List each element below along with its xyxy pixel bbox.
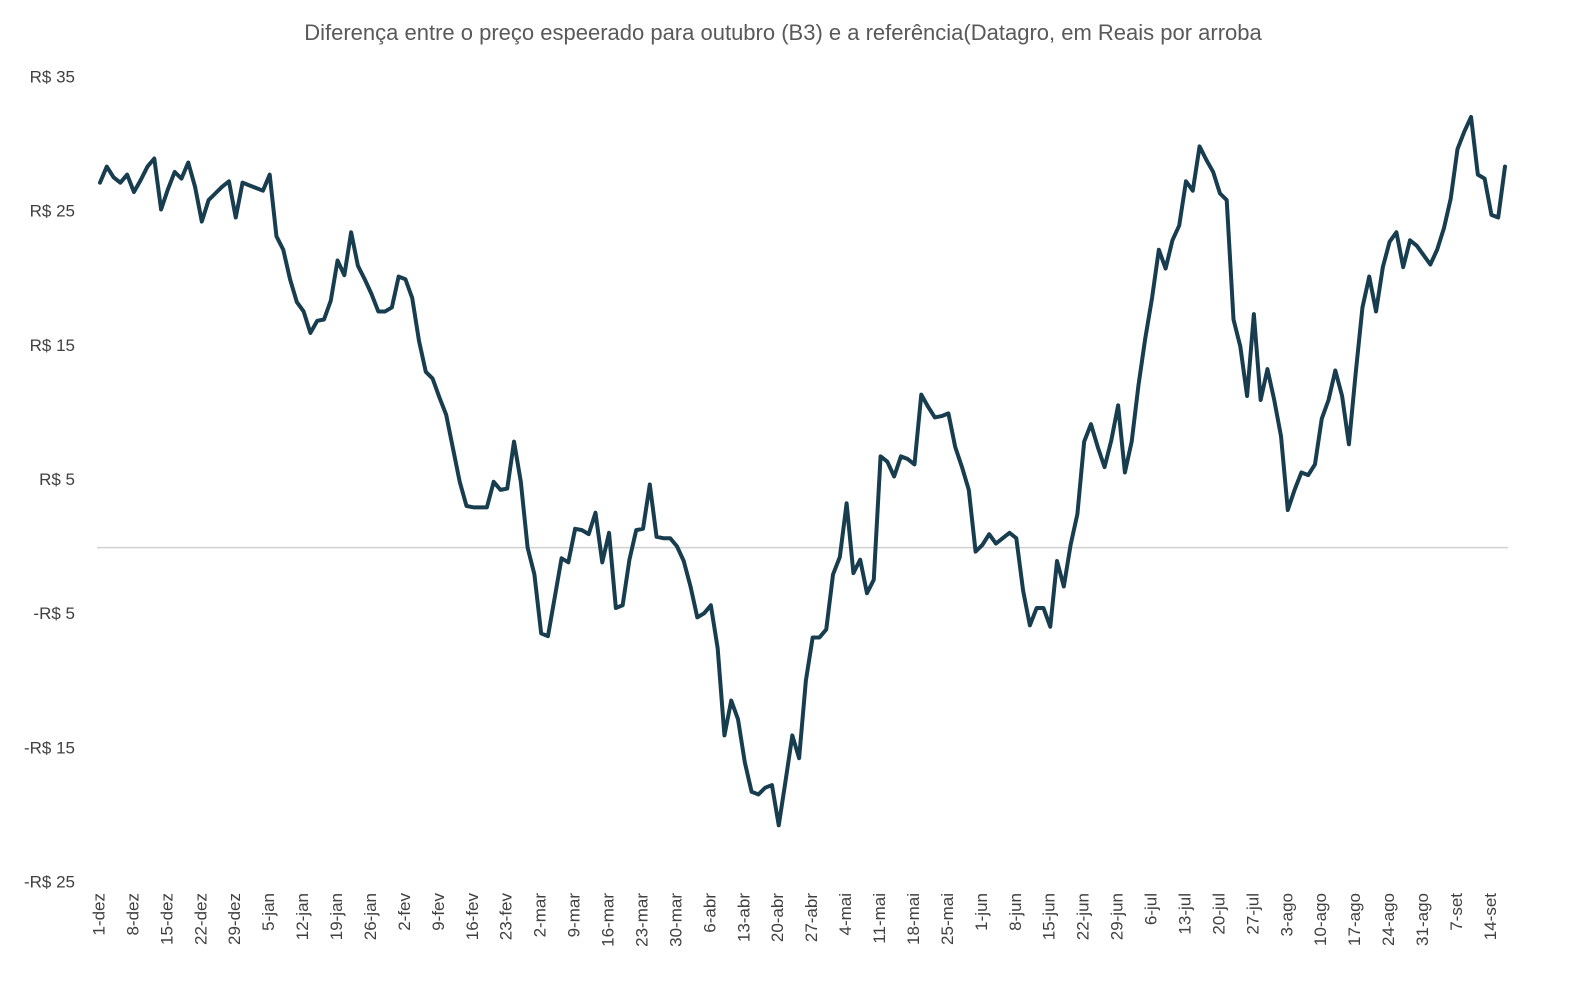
x-tick-label: 2-fev xyxy=(395,893,414,931)
x-tick-label: 30-mar xyxy=(666,893,685,947)
y-tick-label: -R$ 15 xyxy=(24,738,75,757)
x-tick-label: 25-mai xyxy=(938,893,957,945)
x-tick-label: 27-abr xyxy=(802,893,821,942)
x-tick-label: 14-set xyxy=(1481,893,1500,941)
x-tick-label: 18-mai xyxy=(904,893,923,945)
x-tick-label: 11-mai xyxy=(870,893,889,944)
x-tick-label: 15-dez xyxy=(157,893,176,945)
x-tick-label: 29-jun xyxy=(1108,893,1127,940)
x-tick-label: 31-ago xyxy=(1413,893,1432,946)
x-tick-label: 9-fev xyxy=(429,893,448,931)
x-tick-label: 16-fev xyxy=(463,893,482,941)
y-tick-label: -R$ 5 xyxy=(33,604,75,623)
chart-title: Diferença entre o preço espeerado para o… xyxy=(304,20,1262,45)
x-tick-label: 9-mar xyxy=(565,893,584,938)
x-tick-label: 17-ago xyxy=(1345,893,1364,946)
x-tick-label: 16-mar xyxy=(599,893,618,947)
data-line xyxy=(98,114,1507,828)
y-tick-label: R$ 25 xyxy=(30,202,75,221)
x-tick-label: 23-fev xyxy=(497,893,516,941)
x-tick-label: 22-dez xyxy=(191,893,210,945)
x-tick-label: 22-jun xyxy=(1074,893,1093,940)
x-tick-label: 5-jan xyxy=(259,893,278,931)
x-tick-label: 24-ago xyxy=(1379,893,1398,946)
y-tick-label: R$ 15 xyxy=(30,336,75,355)
x-tick-label: 1-dez xyxy=(89,893,108,936)
x-tick-label: 7-set xyxy=(1447,893,1466,931)
x-tick-label: 2-mar xyxy=(531,893,550,938)
x-tick-label: 10-ago xyxy=(1311,893,1330,946)
x-tick-label: 12-jan xyxy=(293,893,312,940)
y-tick-label: R$ 5 xyxy=(39,470,75,489)
x-tick-label: 26-jan xyxy=(361,893,380,940)
x-tick-label: 19-jan xyxy=(327,893,346,940)
x-tick-label: 13-jul xyxy=(1175,893,1194,935)
x-tick-label: 23-mar xyxy=(632,893,651,947)
x-tick-label: 15-jun xyxy=(1040,893,1059,940)
x-tick-label: 13-abr xyxy=(734,893,753,942)
x-tick-label: 8-dez xyxy=(123,893,142,936)
x-tick-label: 27-jul xyxy=(1243,893,1262,935)
x-tick-label: 20-jul xyxy=(1209,893,1228,935)
x-tick-label: 3-ago xyxy=(1277,893,1296,936)
x-tick-label: 1-jun xyxy=(972,893,991,931)
x-tick-label: 4-mai xyxy=(836,893,855,936)
x-tick-label: 6-abr xyxy=(700,893,719,933)
x-tick-label: 20-abr xyxy=(768,893,787,942)
x-tick-label: 8-jun xyxy=(1006,893,1025,931)
y-tick-label: -R$ 25 xyxy=(24,872,75,891)
x-tick-label: 6-jul xyxy=(1142,893,1161,925)
y-tick-label: R$ 35 xyxy=(30,67,75,86)
x-tick-label: 29-dez xyxy=(225,893,244,945)
